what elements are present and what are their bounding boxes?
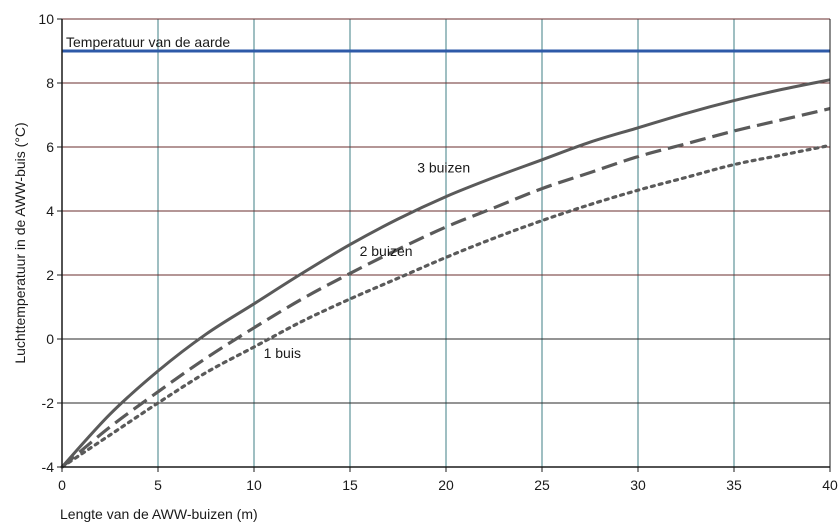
x-tick-label: 10 [246,477,262,493]
y-tick-label: 8 [46,75,54,91]
grid [61,18,831,468]
y-tick-label: -4 [42,459,55,475]
series-label: 3 buizen [417,160,470,176]
x-tick-label: 25 [534,477,550,493]
y-axis-label: Luchttemperatuur in de AWW-buis (°C) [12,122,28,363]
tick-labels: 0 5 10 15 20 25 30 35 40 -4 -2 0 2 4 6 8 10 [38,11,838,493]
x-tick-label: 30 [630,477,646,493]
x-tick-label: 20 [438,477,454,493]
series-line-1-buis [60,143,832,469]
x-axis-label: Lengte van de AWW-buizen (m) [60,506,258,522]
series-line-3-buizen [60,78,831,469]
y-tick-label: 0 [46,331,54,347]
y-tick-label: 6 [46,139,54,155]
x-tick-label: 35 [726,477,742,493]
x-tick-label: 0 [58,477,66,493]
series-label: 1 buis [264,345,301,361]
reference-line-group: Temperatuur van de aarde [62,34,830,53]
series-line-2-buizen [60,107,831,469]
y-tick-label: 2 [46,267,54,283]
series-label: 2 buizen [360,243,413,259]
axes [57,18,831,472]
annotations: 3 buizen 2 buizen 1 buis [264,160,471,362]
x-tick-label: 5 [154,477,162,493]
x-tick-label: 40 [822,477,838,493]
x-tick-label: 15 [342,477,358,493]
y-tick-label: 10 [38,11,54,27]
y-tick-label: 4 [46,203,54,219]
reference-line-label: Temperatuur van de aarde [66,34,230,50]
series-group [60,78,832,469]
y-tick-label: -2 [42,395,55,411]
